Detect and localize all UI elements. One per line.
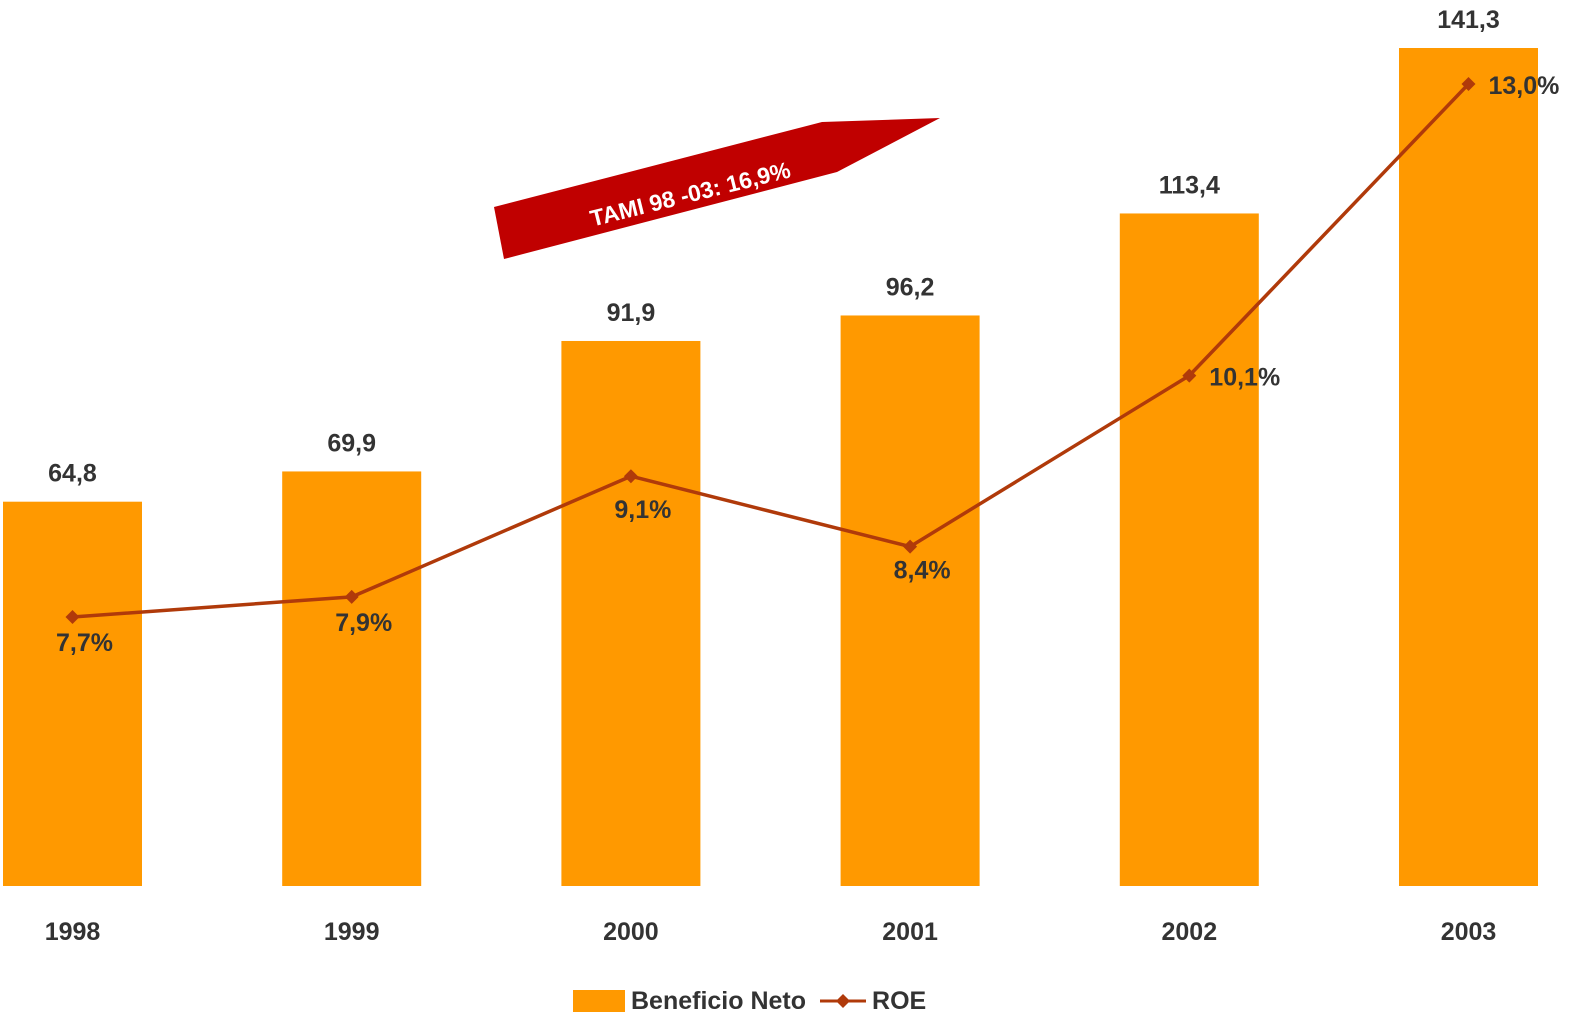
roe-value-label: 8,4%: [894, 557, 951, 585]
bar-value-label: 141,3: [1437, 6, 1500, 34]
roe-point-1999: [344, 589, 359, 604]
roe-value-label: 10,1%: [1209, 364, 1280, 392]
legend-swatch-beneficio-neto: [573, 990, 625, 1012]
bar-beneficio-neto-2003: [1399, 48, 1538, 886]
roe-point-1998: [65, 610, 80, 624]
bar-value-label: 69,9: [327, 429, 376, 457]
chart: 64,8 1998 69,9 1999 91,9 2000 96,2 2001 113,4 200…: [3, 6, 1560, 946]
x-tick-label: 2003: [1441, 918, 1497, 946]
legend-label-roe: ROE: [872, 986, 927, 1015]
legend-swatch-roe: [820, 994, 867, 1008]
roe-point-2001: [903, 539, 918, 554]
roe-point-2002: [1182, 368, 1197, 383]
roe-point-2003: [1461, 77, 1476, 91]
roe-value-label: 9,1%: [614, 496, 671, 524]
x-tick-label: 1998: [45, 918, 101, 946]
roe-value-label: 13,0%: [1489, 72, 1560, 100]
bar-value-label: 96,2: [886, 273, 935, 301]
bar-value-label: 64,8: [48, 460, 97, 488]
bar-value-label: 91,9: [607, 299, 656, 327]
legend-label-beneficio-neto: Beneficio Neto: [631, 986, 807, 1015]
bar-beneficio-neto-2000: [561, 340, 701, 886]
bar-value-label: 113,4: [1159, 171, 1220, 199]
roe-value-label: 7,9%: [335, 609, 392, 637]
x-tick-label: 2001: [882, 918, 938, 946]
legend: Beneficio Neto ROE: [573, 985, 926, 1017]
x-tick-label: 2002: [1161, 918, 1217, 946]
bar-beneficio-neto-2002: [1119, 213, 1259, 886]
roe-point-2000: [623, 469, 638, 484]
roe-value-label: 7,7%: [56, 629, 113, 657]
roe-line: [72, 82, 1470, 619]
tami-annotation: TAMI 98 -03: 16,9%: [494, 118, 940, 259]
bar-beneficio-neto-1998: [3, 501, 142, 886]
x-tick-label: 2000: [603, 918, 659, 946]
tami-ribbon: [494, 118, 940, 259]
bar-beneficio-neto-2001: [840, 315, 980, 886]
bar-beneficio-neto-1999: [282, 471, 422, 886]
x-tick-label: 1999: [324, 918, 380, 946]
